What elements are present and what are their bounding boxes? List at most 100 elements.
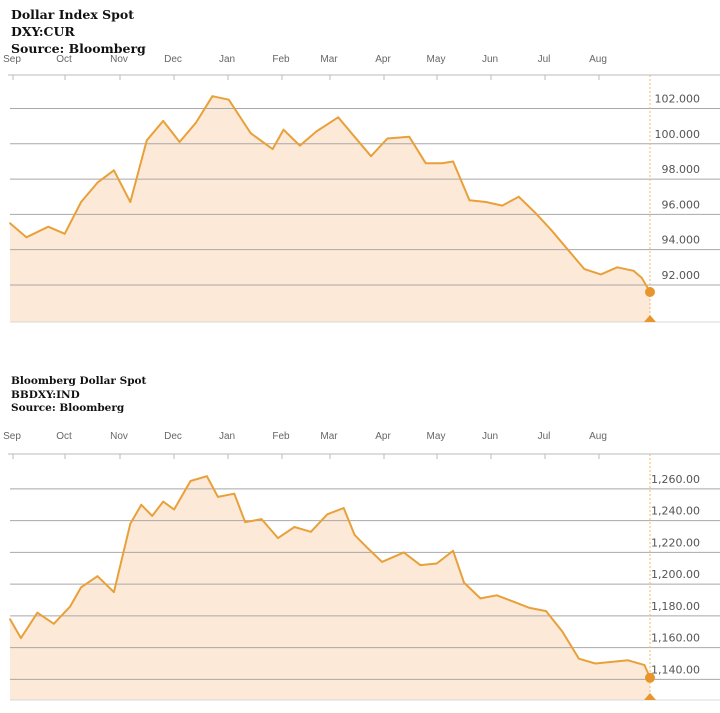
data-point — [567, 248, 569, 251]
data-point — [353, 135, 356, 138]
y-tick-label: 1,200.00 — [651, 568, 700, 581]
data-point — [485, 201, 487, 203]
data-point — [145, 139, 148, 142]
data-point — [271, 148, 274, 151]
data-point — [195, 121, 197, 124]
data-point — [408, 135, 411, 138]
data-point — [342, 507, 345, 509]
data-point — [20, 637, 22, 639]
data-point — [364, 545, 367, 547]
data-point — [299, 144, 301, 147]
data-point — [140, 503, 143, 506]
data-point — [310, 530, 312, 533]
data-point — [178, 141, 181, 143]
data-point — [386, 137, 389, 140]
month-tick-label: Oct — [56, 54, 72, 65]
data-point — [627, 659, 629, 662]
current-date-marker — [644, 693, 656, 700]
month-tick-label: Sep — [3, 54, 21, 65]
data-point — [293, 526, 296, 528]
month-tick-label: Jan — [219, 431, 235, 442]
data-point — [370, 155, 372, 158]
data-point — [640, 277, 643, 279]
data-point — [381, 561, 383, 563]
month-tick-label: Jul — [538, 54, 551, 65]
y-tick-label: 102.000 — [655, 93, 701, 106]
data-point — [129, 201, 132, 203]
month-tick-label: Feb — [272, 54, 290, 65]
data-point — [583, 268, 586, 270]
chart-ticker: DXY:CUR — [11, 24, 75, 39]
data-point — [545, 610, 547, 612]
data-point — [47, 225, 50, 228]
data-point — [233, 492, 236, 495]
data-point — [463, 581, 465, 584]
chart-source: Source: Bloomberg — [11, 402, 125, 414]
y-tick-label: 98.000 — [662, 163, 701, 176]
data-point — [282, 128, 285, 131]
bbdxy-titles: Bloomberg Dollar Spot BBDXY:IND Source: … — [11, 375, 146, 416]
data-point — [495, 594, 498, 597]
month-tick-label: Aug — [589, 54, 607, 65]
y-tick-label: 1,240.00 — [651, 505, 700, 518]
data-point — [63, 232, 66, 235]
y-tick-label: 94.000 — [662, 234, 701, 247]
month-tick-label: Nov — [110, 54, 128, 65]
data-point — [594, 662, 597, 665]
month-tick-label: May — [427, 54, 446, 65]
month-tick-label: Jun — [482, 54, 498, 65]
y-tick-label: 92.000 — [662, 269, 701, 282]
data-point — [211, 95, 214, 98]
month-tick-label: Nov — [110, 431, 128, 442]
data-point — [260, 518, 263, 520]
series-area — [10, 476, 650, 700]
data-point — [616, 266, 619, 269]
data-point — [326, 513, 329, 516]
data-point — [217, 496, 219, 498]
data-point — [25, 236, 28, 239]
data-point — [96, 181, 99, 184]
data-point — [528, 607, 531, 609]
data-point — [151, 515, 154, 517]
month-tick-label: Dec — [164, 431, 182, 442]
month-tick-label: Jun — [482, 431, 498, 442]
data-point — [534, 211, 536, 214]
month-tick-label: Dec — [164, 54, 182, 65]
data-point — [113, 169, 115, 172]
data-point — [162, 500, 165, 503]
data-point — [80, 201, 82, 203]
dxy-titles: Dollar Index Spot DXY:CUR Source: Bloomb… — [11, 6, 146, 57]
chart-title: Dollar Index Spot — [11, 7, 135, 22]
data-point — [69, 605, 72, 608]
data-point — [277, 537, 279, 539]
y-tick-label: 100.000 — [655, 128, 701, 141]
month-tick-label: Jan — [219, 54, 235, 65]
month-tick-label: Jul — [538, 431, 551, 442]
data-point — [206, 475, 208, 478]
data-point — [452, 549, 454, 552]
dxy-panel: Dollar Index Spot DXY:CUR Source: Bloomb… — [0, 0, 720, 330]
data-point — [441, 162, 443, 165]
data-point — [643, 664, 646, 666]
data-point — [561, 630, 564, 633]
data-point — [244, 521, 247, 524]
data-point — [419, 564, 422, 566]
data-point — [96, 575, 99, 578]
data-point — [173, 508, 176, 511]
data-point — [632, 269, 635, 272]
series-line — [9, 475, 651, 679]
data-point — [402, 551, 405, 554]
data-point — [468, 199, 471, 202]
series-area — [10, 96, 650, 322]
month-tick-label: Sep — [3, 431, 21, 442]
month-tick-label: Apr — [375, 431, 391, 442]
chart-source: Source: Bloomberg — [11, 41, 146, 56]
data-point — [517, 195, 520, 198]
data-point — [36, 611, 39, 614]
y-tick-label: 1,220.00 — [651, 536, 700, 549]
data-point — [113, 591, 115, 593]
data-point — [52, 622, 55, 625]
data-point — [550, 229, 553, 232]
data-point — [80, 586, 82, 589]
data-point — [578, 657, 580, 660]
